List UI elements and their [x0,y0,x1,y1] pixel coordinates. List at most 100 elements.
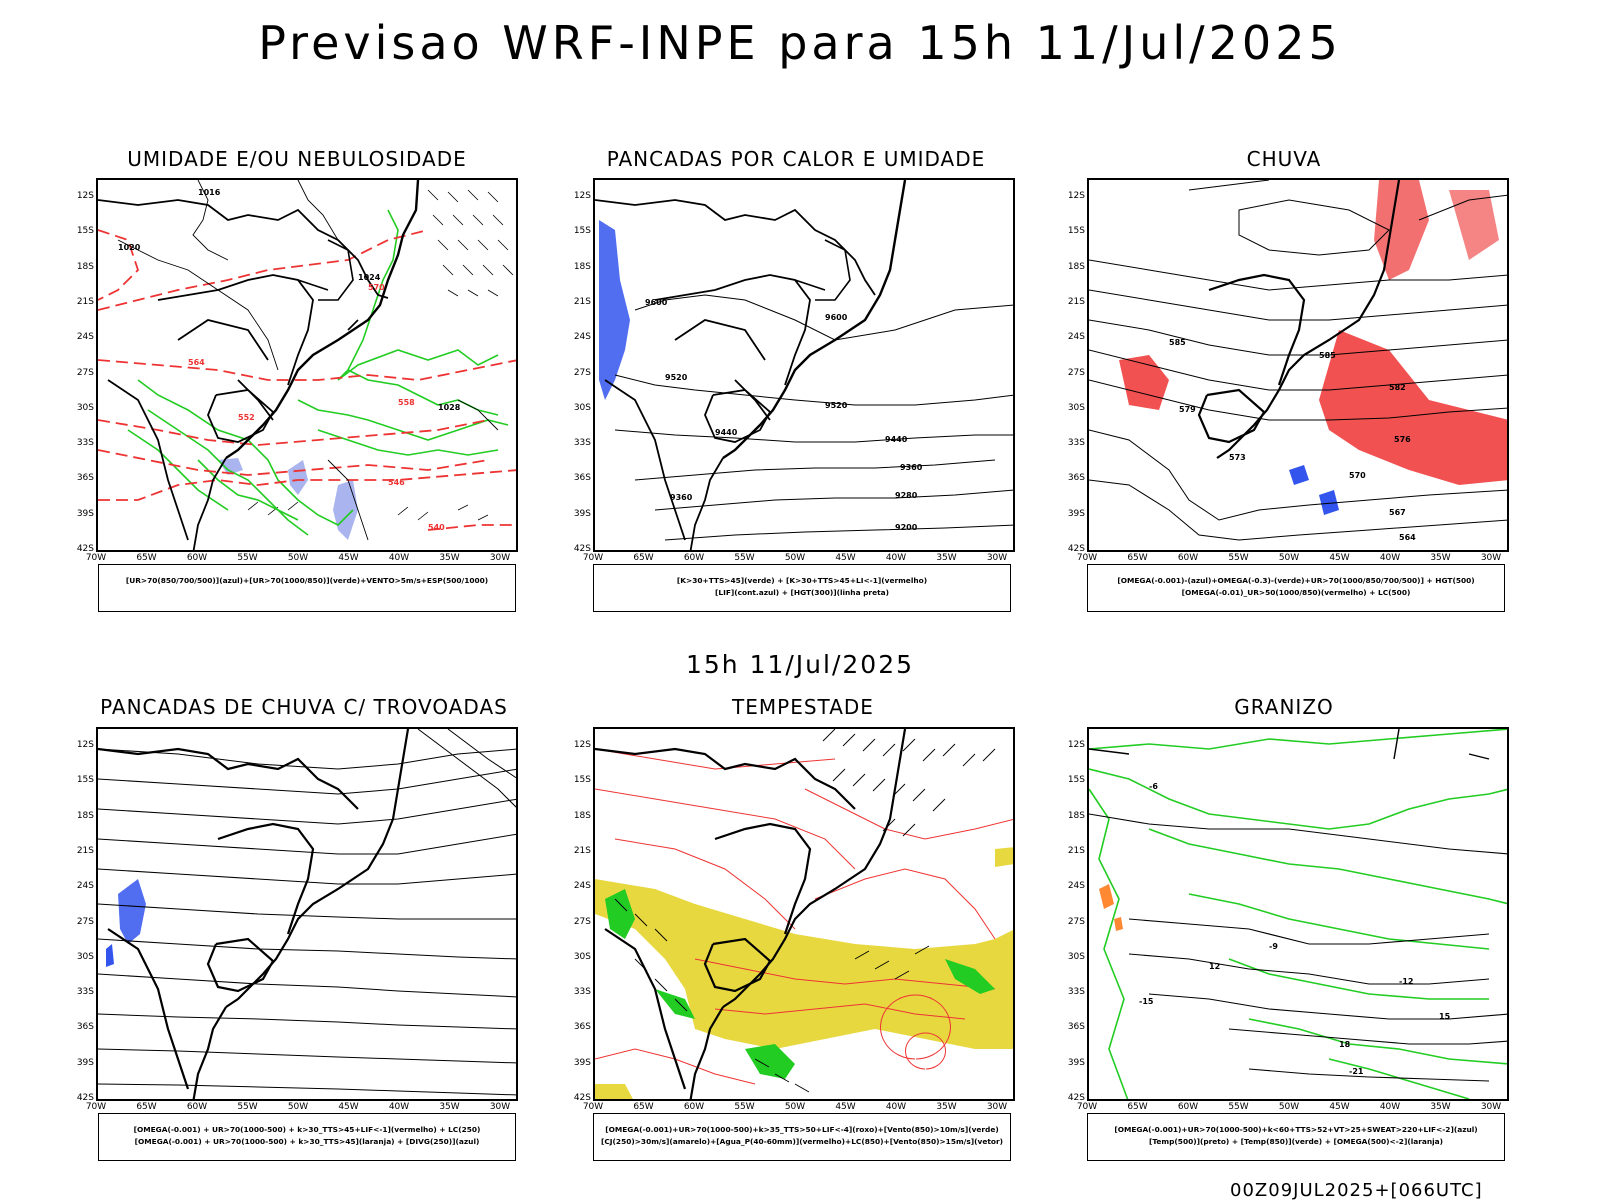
lat-tick-label: 15S [573,775,591,786]
contour-label: 1016 [198,188,221,197]
coastline [595,729,907,1099]
lon-tick-label: 30W [1480,553,1502,563]
thickness-red-contours [98,229,516,531]
legend-line: [CJ(250)>30m/s](amarelo)+[Agua_P(40-60mm… [601,1137,1003,1146]
lat-tick-label: 24S [573,881,591,892]
lon-tick-label: 30W [986,553,1008,563]
lon-tick-label: 40W [388,553,410,563]
lon-tick-label: 45W [338,1102,359,1112]
lon-tick-label: 35W [439,553,460,563]
lat-tick-label: 30S [573,951,591,962]
lat-tick-label: 39S [76,1057,94,1068]
map-umidade: 1016 1020 1024 1028 564 570 558 552 546 … [96,178,518,552]
lon-tick-label: 50W [784,1102,806,1112]
lat-tick-label: 36S [573,473,591,484]
lat-tick-label: 33S [1067,438,1085,449]
lat-tick-label: 42S [76,1093,94,1103]
lat-tick-label: 27S [76,367,94,378]
lon-tick-label: 55W [1228,553,1249,563]
lon-tick-label: 30W [986,1102,1008,1112]
lat-tick-label: 18S [1067,810,1085,821]
contour-label: 9600 [645,298,668,307]
lon-tick-label: 55W [1228,1102,1249,1112]
panel-title-pancadas-calor: PANCADAS POR CALOR E UMIDADE [606,147,986,171]
legend-chuva: [OMEGA(-0.001)-(azul)+OMEGA(-0.3)-(verde… [1087,564,1505,612]
panel-title-tempestade: TEMPESTADE [732,695,874,719]
legend-pancadas-calor: [K>30+TTS>45](verde) + [K>30+TTS>45+LI<-… [593,564,1011,612]
lon-tick-label: 60W [1177,1102,1199,1112]
map-trovoadas-layers [98,729,516,1099]
lat-tick-label: 42S [76,544,94,554]
jet-yellow-shade [595,847,1013,1099]
lat-tick-label: 21S [1067,845,1085,856]
lon-tick-label: 30W [489,1102,511,1112]
contour-label: 9360 [900,463,923,472]
contour-label: 9600 [825,313,848,322]
contour-label: 540 [428,523,445,532]
contour-label: 576 [1394,435,1411,444]
lon-tick-label: 35W [936,553,957,563]
lon-tick-label: 50W [287,1102,309,1112]
contour-label: 9440 [885,435,908,444]
contour-label: 570 [1349,471,1366,480]
lat-tick-label: 33S [76,987,94,998]
contour-label: 546 [388,478,405,487]
lat-tick-label: 15S [1067,226,1085,237]
contour-label: -21 [1349,1067,1364,1076]
lon-tick-label: 60W [683,1102,705,1112]
legend-line: [OMEGA(-0.001) + UR>70(1000-500) + k>30_… [133,1125,481,1134]
legend-line: [LIF](cont.azul) + [HGT(300)](linha pret… [715,588,889,597]
lat-tick-label: 27S [1067,367,1085,378]
lon-tick-label: 60W [186,553,208,563]
map-chuva: 585 585 582 579 576 573 570 567 564 [1087,178,1509,552]
lat-tick-label: 21S [573,296,591,307]
lat-tick-label: 24S [76,881,94,892]
lat-tick-label: 18S [1067,261,1085,272]
map-tempestade [593,727,1015,1101]
li-blue-shade [599,220,630,400]
precip-red-shade [1119,180,1507,485]
lat-tick-label: 12S [573,740,591,750]
lon-tick-label: 45W [835,1102,856,1112]
lon-tick-label: 30W [1480,1102,1502,1112]
legend-line: [OMEGA(-0.001) + UR>70(1000-500) + k>30_… [134,1137,480,1146]
legend-line: [OMEGA(-0.01)_UR>50(1000/850)(vermelho) … [1181,588,1411,597]
legend-trovoadas: [OMEGA(-0.001) + UR>70(1000-500) + k>30_… [98,1113,516,1161]
contour-label: 9200 [895,523,918,532]
legend-line: [Temp(500)](preto) + [Temp(850)](verde) … [1148,1137,1444,1146]
lon-tick-label: 50W [287,553,309,563]
lat-tick-label: 42S [573,544,591,554]
lon-tick-label: 65W [136,553,157,563]
lat-tick-label: 36S [1067,473,1085,484]
lon-tick-label: 35W [1430,553,1451,563]
contour-label: 573 [1229,453,1246,462]
map-granizo-layers: -6 -9 12 -12 15 18 -21 -15 [1089,729,1507,1099]
lat-tick-label: 36S [573,1022,591,1033]
lat-tick-label: 30S [573,402,591,413]
lon-tick-label: 35W [439,1102,460,1112]
lon-tick-label: 40W [885,553,907,563]
forecast-time-label: 15h 11/Jul/2025 [685,650,915,679]
contour-labels: 1016 1020 1024 1028 564 570 558 552 546 … [118,188,461,532]
lat-tick-label: 24S [1067,881,1085,892]
contour-label: 579 [1179,405,1196,414]
panel-title-granizo: GRANIZO [1234,695,1334,719]
contour-label: 564 [1399,533,1416,542]
lat-tick-label: 21S [76,296,94,307]
lat-tick-label: 18S [76,261,94,272]
lon-tick-label: 70W [582,1102,604,1112]
lon-tick-label: 60W [683,553,705,563]
contour-label: -9 [1269,942,1278,951]
contour-label: -12 [1399,977,1413,986]
contour-label: 18 [1339,1040,1351,1049]
lat-tick-label: 30S [1067,402,1085,413]
map-pancadas-calor: 9600 9600 9520 9520 9440 9440 9360 9360 … [593,178,1015,552]
omega-orange-shade [1099,884,1123,931]
contour-label: 9520 [825,401,848,410]
lat-tick-label: 18S [76,810,94,821]
lat-tick-label: 36S [1067,1022,1085,1033]
lat-tick-label: 27S [76,916,94,927]
contour-labels: 9600 9600 9520 9520 9440 9440 9360 9360 … [645,298,923,532]
coastline [98,729,410,1099]
lon-tick-label: 35W [1430,1102,1451,1112]
